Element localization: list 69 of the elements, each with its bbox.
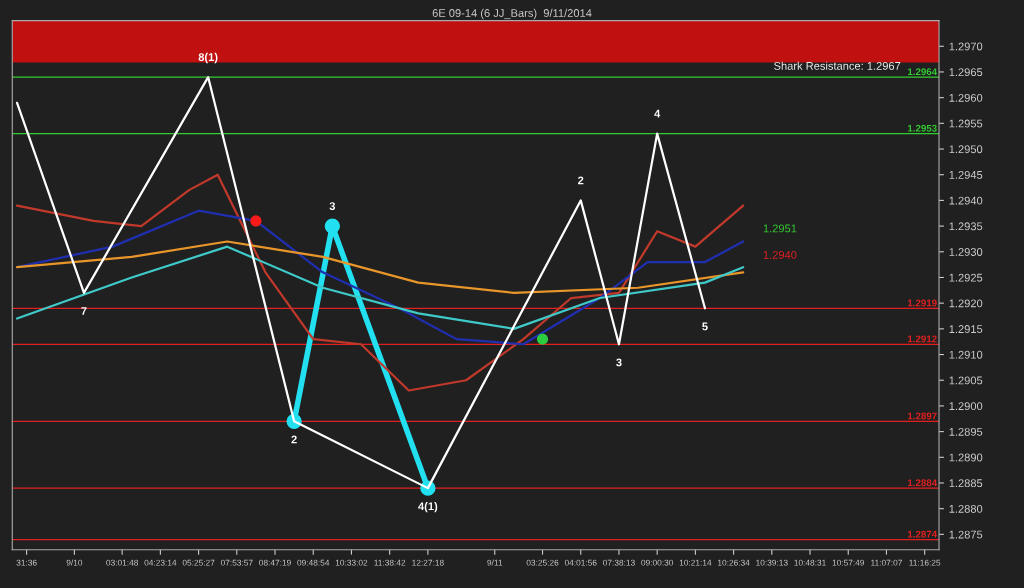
ref-line-label: 1.2897 [907,412,937,420]
x-tick-label: 07:38:13 [603,559,635,566]
annotation: 1.2951 [763,224,797,233]
x-tick-label: 11:38:42 [374,559,406,566]
y-tick-label: 1.2880 [949,504,983,513]
x-tick-label: 04:23:14 [144,559,177,566]
band-label: Shark Resistance: 1.2967 [774,61,901,70]
annotation: 7 [81,307,87,315]
y-tick-label: 1.2950 [949,145,983,154]
annotation: 3 [329,202,336,211]
annotation: 8(1) [198,52,218,64]
x-tick-label: 10:21:14 [679,559,712,566]
x-tick-label: 05:25:27 [182,559,215,566]
line-series [15,173,745,392]
x-tick-label: 31:36 [16,559,37,566]
x-tick-label: 10:57:49 [832,559,865,566]
x-tick-label: 10:33:02 [335,559,368,566]
annotation: 1.2940 [763,250,797,259]
x-tick-label: 09:00:30 [641,559,674,566]
point [536,333,549,345]
ref-line-label: 1.2964 [907,68,938,76]
y-tick-label: 1.2955 [949,119,983,128]
annotation: 2 [291,435,297,444]
ref-line-label: 1.2919 [907,299,937,307]
x-tick-label: 9/10 [66,559,83,566]
point [250,215,262,227]
y-tick-label: 1.2910 [949,350,983,359]
x-tick-label: 10:48:31 [794,559,826,566]
ref-line-label: 1.2884 [907,479,938,487]
chart-title: 6E 09-14 (6 JJ_Bars) 9/11/2014 [432,8,592,20]
y-tick-label: 1.2960 [949,93,983,102]
line-series [15,240,745,294]
y-tick-label: 1.2920 [949,299,983,308]
x-tick-label: 03:01:48 [106,559,139,566]
annotation: 2 [578,176,584,185]
y-tick-label: 1.2895 [949,427,983,436]
y-tick-label: 1.2930 [949,248,983,256]
ref-line-label: 1.2874 [907,530,938,538]
y-tick-label: 1.2890 [949,453,983,462]
x-tick-label: 10:39:13 [756,559,788,566]
point [324,218,340,234]
x-tick-label: 08:47:19 [259,559,291,566]
x-tick-label: 04:01:56 [564,559,597,566]
y-tick-label: 1.2915 [949,325,983,333]
annotation: 4(1) [418,502,438,513]
y-tick-label: 1.2940 [949,196,983,205]
x-tick-label: 11:16:25 [909,559,941,566]
ref-line-label: 1.2912 [907,335,937,343]
x-tick-label: 11:07:07 [871,559,902,566]
x-tick-label: 03:25:26 [526,559,559,566]
y-tick-label: 1.2885 [949,479,983,488]
annotation: 4 [654,109,661,118]
y-tick-label: 1.2970 [949,42,983,51]
x-tick-label: 10:26:34 [718,559,750,566]
ref-line-label: 1.2953 [907,124,937,132]
line-series [15,245,745,330]
annotation: 3 [616,358,622,367]
y-tick-label: 1.2925 [949,273,983,282]
y-tick-label: 1.2905 [949,376,983,385]
x-tick-label: 09:48:54 [297,559,330,566]
x-tick-label: 12:27:18 [412,559,444,566]
y-tick-label: 1.2945 [949,170,983,179]
y-tick-label: 1.2875 [949,530,983,539]
y-tick-label: 1.2935 [949,222,983,231]
x-tick-label: 07:53:57 [220,559,253,566]
y-tick-label: 1.2900 [949,402,983,411]
y-tick-label: 1.2965 [949,68,983,77]
x-tick-label: 9/11 [487,559,503,566]
annotation: 5 [702,322,708,331]
